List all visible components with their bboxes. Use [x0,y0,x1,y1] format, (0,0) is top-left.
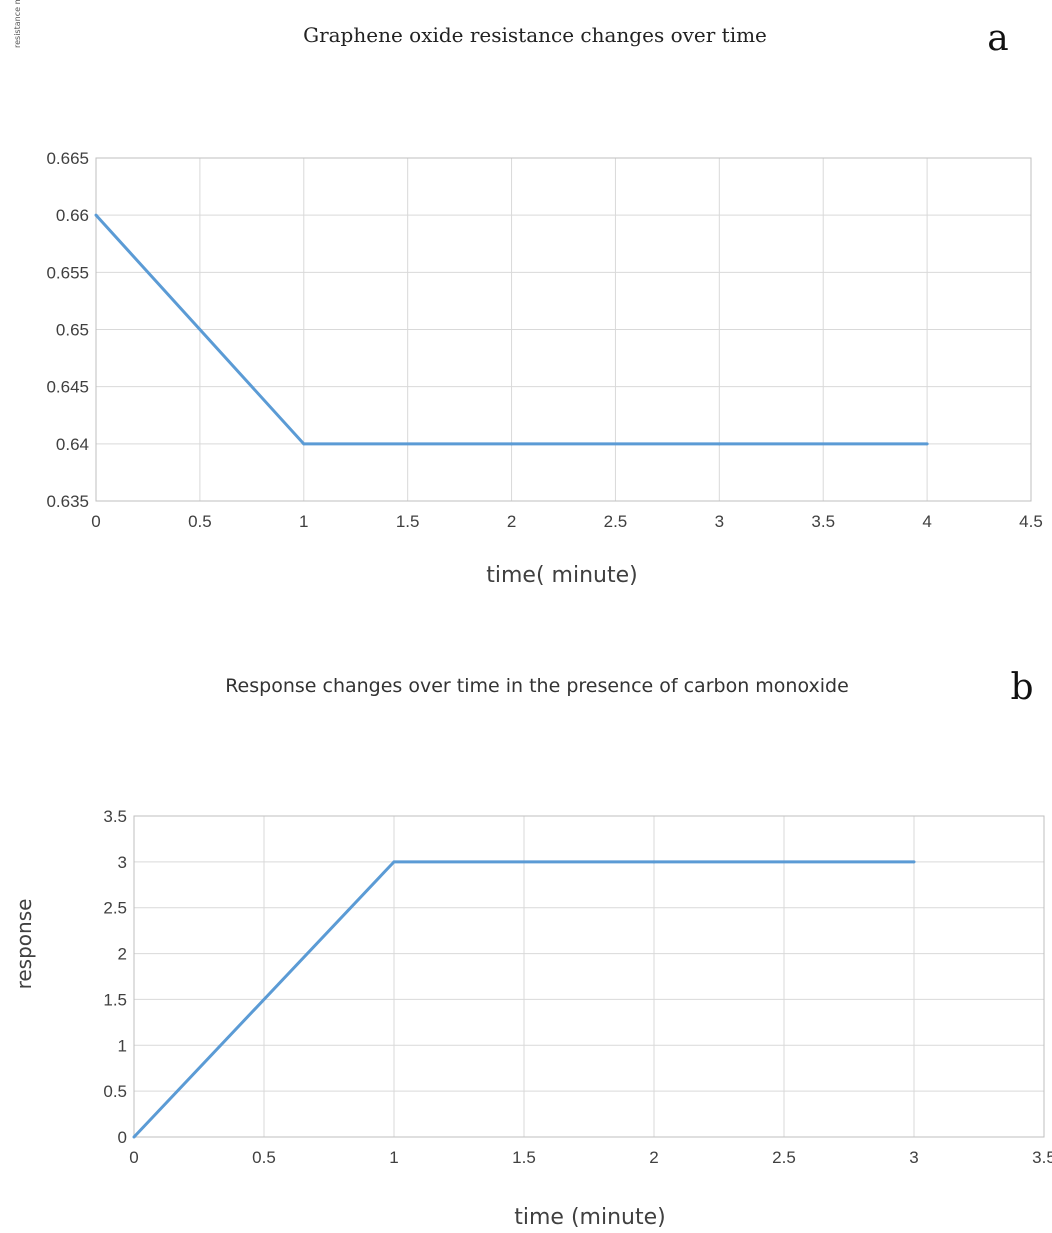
chart-a-y-tick-6: 0.665 [46,149,89,168]
chart-b-y-tick-0: 0 [118,1128,127,1147]
chart-a-point-1 [302,442,306,446]
chart-a-x-tick-7: 3.5 [811,512,835,531]
chart-a-x-tick-4: 2 [507,512,516,531]
chart-b-ylabel: response [12,899,36,990]
chart-b-x-tick-7: 3.5 [1032,1148,1052,1167]
chart-a-point-2 [510,442,514,446]
chart-b-point-2 [652,860,656,864]
chart-a-series [94,213,929,446]
chart-a-y-ticks: 0.635 0.64 0.645 0.65 0.655 0.66 0.665 [46,149,89,511]
chart-a-xlabel: time( minute) [486,563,637,588]
chart-b-xlabel: time (minute) [514,1205,665,1230]
chart-a-point-4 [925,442,929,446]
chart-a-plot-frame [95,157,1032,502]
chart-b-point-3 [912,860,916,864]
chart-a-x-tick-0: 0 [91,512,100,531]
chart-a-y-tick-5: 0.66 [56,206,89,225]
chart-b-y-tick-5: 2.5 [103,899,127,918]
chart-a-point-3 [717,442,721,446]
chart-a-panel-label: a [987,18,1008,59]
chart-a-x-ticks: 0 0.5 1 1.5 2 2.5 3 3.5 4 4.5 [91,512,1043,531]
chart-b-panel-label: b [1010,667,1033,708]
chart-b-y-ticks: 0 0.5 1 1.5 2 2.5 3 3.5 [103,807,127,1147]
chart-a-x-tick-9: 4.5 [1019,512,1043,531]
chart-b-grid [133,815,1045,1138]
chart-a-x-tick-5: 2.5 [604,512,628,531]
chart-b-x-ticks: 0 0.5 1 1.5 2 2.5 3 3.5 [129,1148,1052,1167]
chart-a-y-tick-1: 0.64 [56,435,89,454]
chart-a-x-tick-3: 1.5 [396,512,420,531]
chart-b-x-tick-0: 0 [129,1148,138,1167]
chart-b-y-tick-2: 1 [118,1036,127,1055]
chart-b-y-tick-7: 3.5 [103,807,127,826]
chart-b-plot-frame [133,815,1045,1138]
chart-b-y-tick-1: 0.5 [103,1082,127,1101]
chart-a-x-tick-6: 3 [715,512,724,531]
chart-b-x-tick-1: 0.5 [252,1148,276,1167]
chart-a-y-tick-4: 0.655 [46,263,89,282]
chart-a-grid [95,157,1032,502]
chart-b-title: Response changes over time in the presen… [225,675,849,697]
chart-b-y-tick-6: 3 [118,853,127,872]
chart-b-point-0 [132,1135,136,1139]
chart-b-series-line-0 [132,860,914,1139]
chart-b-x-tick-3: 1.5 [512,1148,536,1167]
chart-b-y-tick-4: 2 [118,945,127,964]
chart-a-x-tick-2: 1 [299,512,308,531]
chart-b: Response changes over time in the presen… [12,667,1052,1230]
chart-b-y-tick-3: 1.5 [103,990,127,1009]
chart-a-y-tick-0: 0.635 [46,492,89,511]
chart-b-series [132,860,916,1139]
chart-b-x-tick-6: 3 [909,1148,918,1167]
chart-b-x-tick-2: 1 [389,1148,398,1167]
chart-a-ylabel: resistance mΩ [13,0,22,48]
chart-a-x-tick-8: 4 [922,512,931,531]
chart-b-x-tick-4: 2 [649,1148,658,1167]
chart-a-point-0 [94,213,98,217]
chart-a-title: Graphene oxide resistance changes over t… [303,23,767,47]
chart-b-x-tick-5: 2.5 [772,1148,796,1167]
chart-a-y-tick-3: 0.65 [56,321,89,340]
chart-a-x-tick-1: 0.5 [188,512,212,531]
chart-b-point-1 [392,860,396,864]
chart-a-y-tick-2: 0.645 [46,378,89,397]
chart-a: resistance mΩ Graphene oxide resistance … [13,0,1043,588]
